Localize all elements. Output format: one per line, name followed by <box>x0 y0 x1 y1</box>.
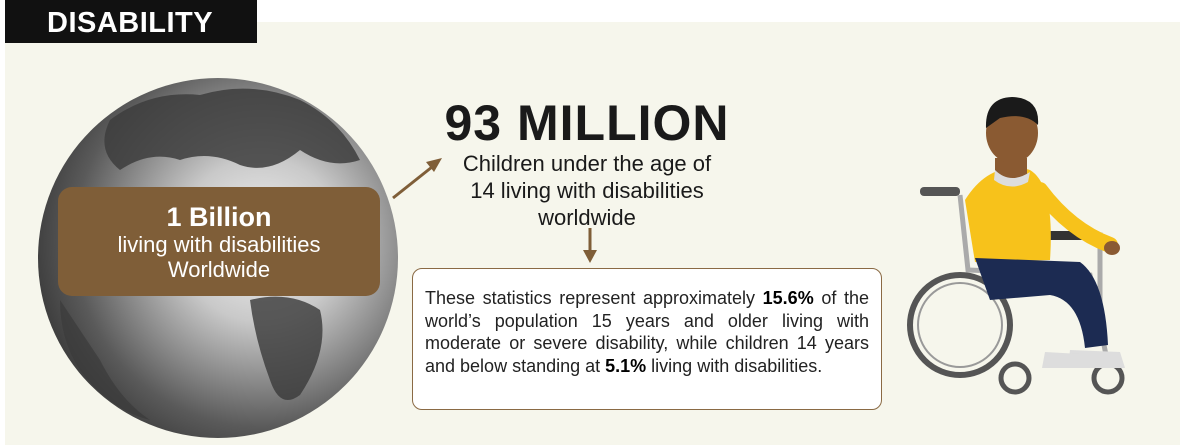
children-line: worldwide <box>538 205 636 230</box>
children-line: Children under the age of <box>462 151 712 176</box>
note-highlight: 15.6% <box>762 288 814 308</box>
note-text: These statistics represent approximately <box>425 288 763 308</box>
note-highlight: 5.1% <box>605 355 647 376</box>
note-text: of the world’s population 15 years and o… <box>425 288 869 376</box>
arrow-down <box>583 228 597 263</box>
card-line: living with disabilities <box>117 231 321 257</box>
arrow-right-up <box>392 158 442 200</box>
note-box: These statistics represent approximately… <box>412 268 882 410</box>
card-figure: 1 Billion <box>166 201 272 232</box>
note-text: living with disabilities. <box>646 355 823 376</box>
children-figure: 93 MILLION <box>444 95 730 151</box>
card-line: Worldwide <box>167 256 271 282</box>
children-stat: 93 MILLION Children under the age of 14 … <box>430 96 744 231</box>
children-line: 14 living with disabilities <box>470 178 704 203</box>
wheelchair-person <box>907 97 1125 395</box>
globe-card: 1 Billion living with disabilities World… <box>58 187 380 296</box>
section-title: DISABILITY <box>5 0 257 43</box>
